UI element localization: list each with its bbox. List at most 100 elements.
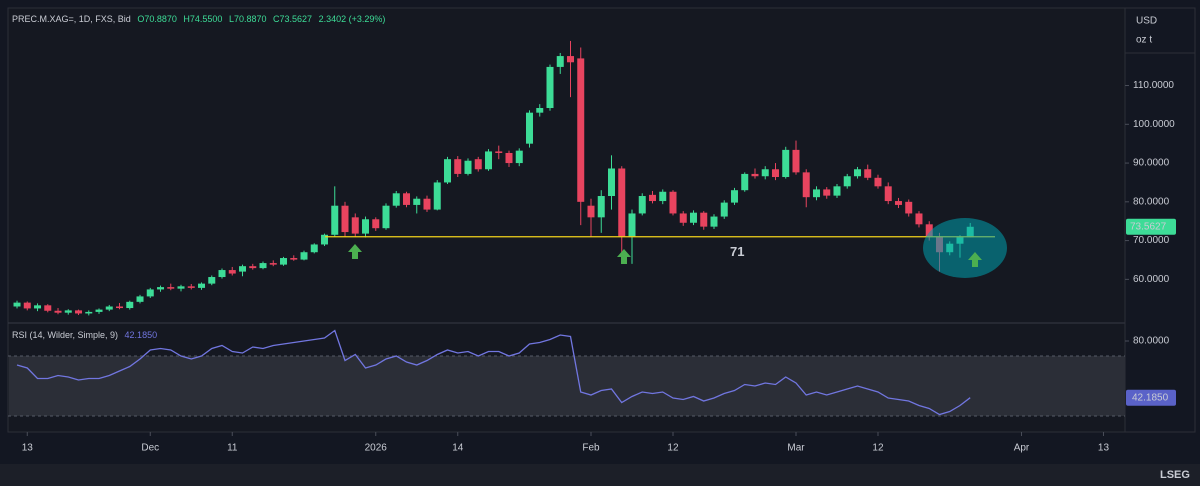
candle-body bbox=[259, 263, 267, 269]
x-tick-label: Feb bbox=[582, 443, 600, 454]
candle-body bbox=[290, 258, 298, 260]
candle-body bbox=[515, 150, 523, 164]
arrow-up bbox=[617, 249, 631, 264]
candle-body bbox=[218, 270, 226, 278]
x-tick-label: 13 bbox=[22, 443, 34, 454]
y-tick-label: 80.0000 bbox=[1133, 196, 1170, 207]
candle-body bbox=[187, 286, 195, 288]
x-tick-label: 11 bbox=[227, 443, 238, 454]
candle-body bbox=[464, 160, 472, 174]
candle-body bbox=[13, 302, 21, 307]
rsi-badge-label: 42.1850 bbox=[1132, 392, 1169, 403]
candle-body bbox=[597, 196, 605, 218]
candle-body bbox=[782, 149, 790, 178]
candle-body bbox=[659, 191, 667, 202]
rsi-line bbox=[16, 329, 971, 416]
candle-body bbox=[925, 224, 933, 237]
candle-body bbox=[392, 193, 400, 206]
x-tick-label: 13 bbox=[1098, 443, 1110, 454]
symbol: PREC.M.XAG=, 1D, FXS, Bid bbox=[12, 14, 131, 24]
ohlc-change: 2.3402 (+3.29%) bbox=[319, 14, 386, 24]
candle-body bbox=[34, 305, 42, 309]
candle-body bbox=[853, 169, 861, 177]
candle-body bbox=[341, 205, 349, 233]
candle-body bbox=[638, 196, 646, 214]
y-tick-label: 100.0000 bbox=[1133, 119, 1175, 130]
candle-body bbox=[751, 173, 759, 177]
candle-body bbox=[280, 258, 288, 265]
arrow-up bbox=[968, 252, 982, 267]
candle-body bbox=[874, 177, 882, 187]
candle-body bbox=[741, 173, 749, 191]
x-tick-label: 2026 bbox=[365, 443, 388, 454]
x-tick-label: Apr bbox=[1014, 443, 1030, 454]
candle-body bbox=[351, 217, 359, 234]
candle-body bbox=[310, 244, 318, 253]
candle-body bbox=[628, 213, 636, 237]
price-badge bbox=[1126, 218, 1176, 235]
highlight-ellipse bbox=[923, 218, 1007, 278]
candle-body bbox=[485, 151, 493, 170]
candle-body bbox=[64, 310, 72, 313]
candle-body bbox=[556, 56, 564, 67]
candle-body bbox=[95, 309, 103, 312]
footer-bar bbox=[0, 464, 1200, 486]
candle-body bbox=[730, 190, 738, 203]
unit-currency: USD bbox=[1136, 16, 1157, 27]
logo: LSEG bbox=[1160, 469, 1190, 481]
candle-body bbox=[905, 201, 913, 214]
candle-body bbox=[372, 219, 380, 229]
candle-body bbox=[577, 58, 585, 202]
candle-body bbox=[239, 266, 247, 272]
candle-body bbox=[894, 201, 902, 205]
candle-body bbox=[792, 149, 800, 173]
candle-body bbox=[700, 212, 708, 227]
candle-body bbox=[249, 266, 257, 269]
candle-body bbox=[269, 263, 277, 265]
y-tick-label: 60.0000 bbox=[1133, 274, 1170, 285]
legend-header: PREC.M.XAG=, 1D, FXS, Bid O70.8870 H74.5… bbox=[12, 14, 385, 24]
candle-body bbox=[300, 252, 308, 260]
candle-body bbox=[208, 277, 216, 284]
candle-body bbox=[105, 306, 113, 310]
y-tick-label: 90.0000 bbox=[1133, 158, 1170, 169]
candle-body bbox=[843, 176, 851, 187]
x-tick-label: Mar bbox=[787, 443, 805, 454]
unit-weight: oz t bbox=[1136, 35, 1152, 46]
candle-body bbox=[54, 310, 62, 313]
candle-body bbox=[474, 159, 482, 170]
rsi-title: RSI (14, Wilder, Simple, 9) bbox=[12, 330, 118, 340]
candle-body bbox=[505, 152, 513, 164]
ohlc-low: L70.8870 bbox=[229, 14, 267, 24]
candle-body bbox=[423, 198, 431, 210]
candle-body bbox=[44, 305, 52, 311]
candle-body bbox=[833, 186, 841, 196]
candle-body bbox=[761, 169, 769, 177]
candle-body bbox=[812, 189, 820, 198]
candle-body bbox=[823, 189, 831, 196]
rsi-band bbox=[9, 355, 1125, 416]
price-label: 73.5627 bbox=[1130, 221, 1167, 232]
candle-body bbox=[720, 202, 728, 217]
candle-body bbox=[433, 182, 441, 210]
y-tick-label: 110.0000 bbox=[1133, 80, 1174, 91]
candle-body bbox=[382, 205, 390, 229]
candle-body bbox=[321, 234, 329, 245]
candle-body bbox=[618, 168, 626, 237]
candle-body bbox=[864, 169, 872, 178]
candle-body bbox=[126, 301, 134, 309]
candle-body bbox=[495, 151, 503, 153]
candle-body bbox=[525, 112, 533, 144]
candle-body bbox=[228, 270, 236, 274]
candle-body bbox=[403, 193, 411, 205]
candle-body bbox=[536, 108, 544, 113]
rsi-badge bbox=[1126, 389, 1176, 406]
candle-body bbox=[648, 194, 656, 202]
candle-body bbox=[177, 286, 185, 289]
candle-body bbox=[331, 205, 339, 235]
candle-body bbox=[75, 310, 83, 314]
candle-body bbox=[710, 216, 718, 227]
candle-body bbox=[146, 289, 154, 297]
